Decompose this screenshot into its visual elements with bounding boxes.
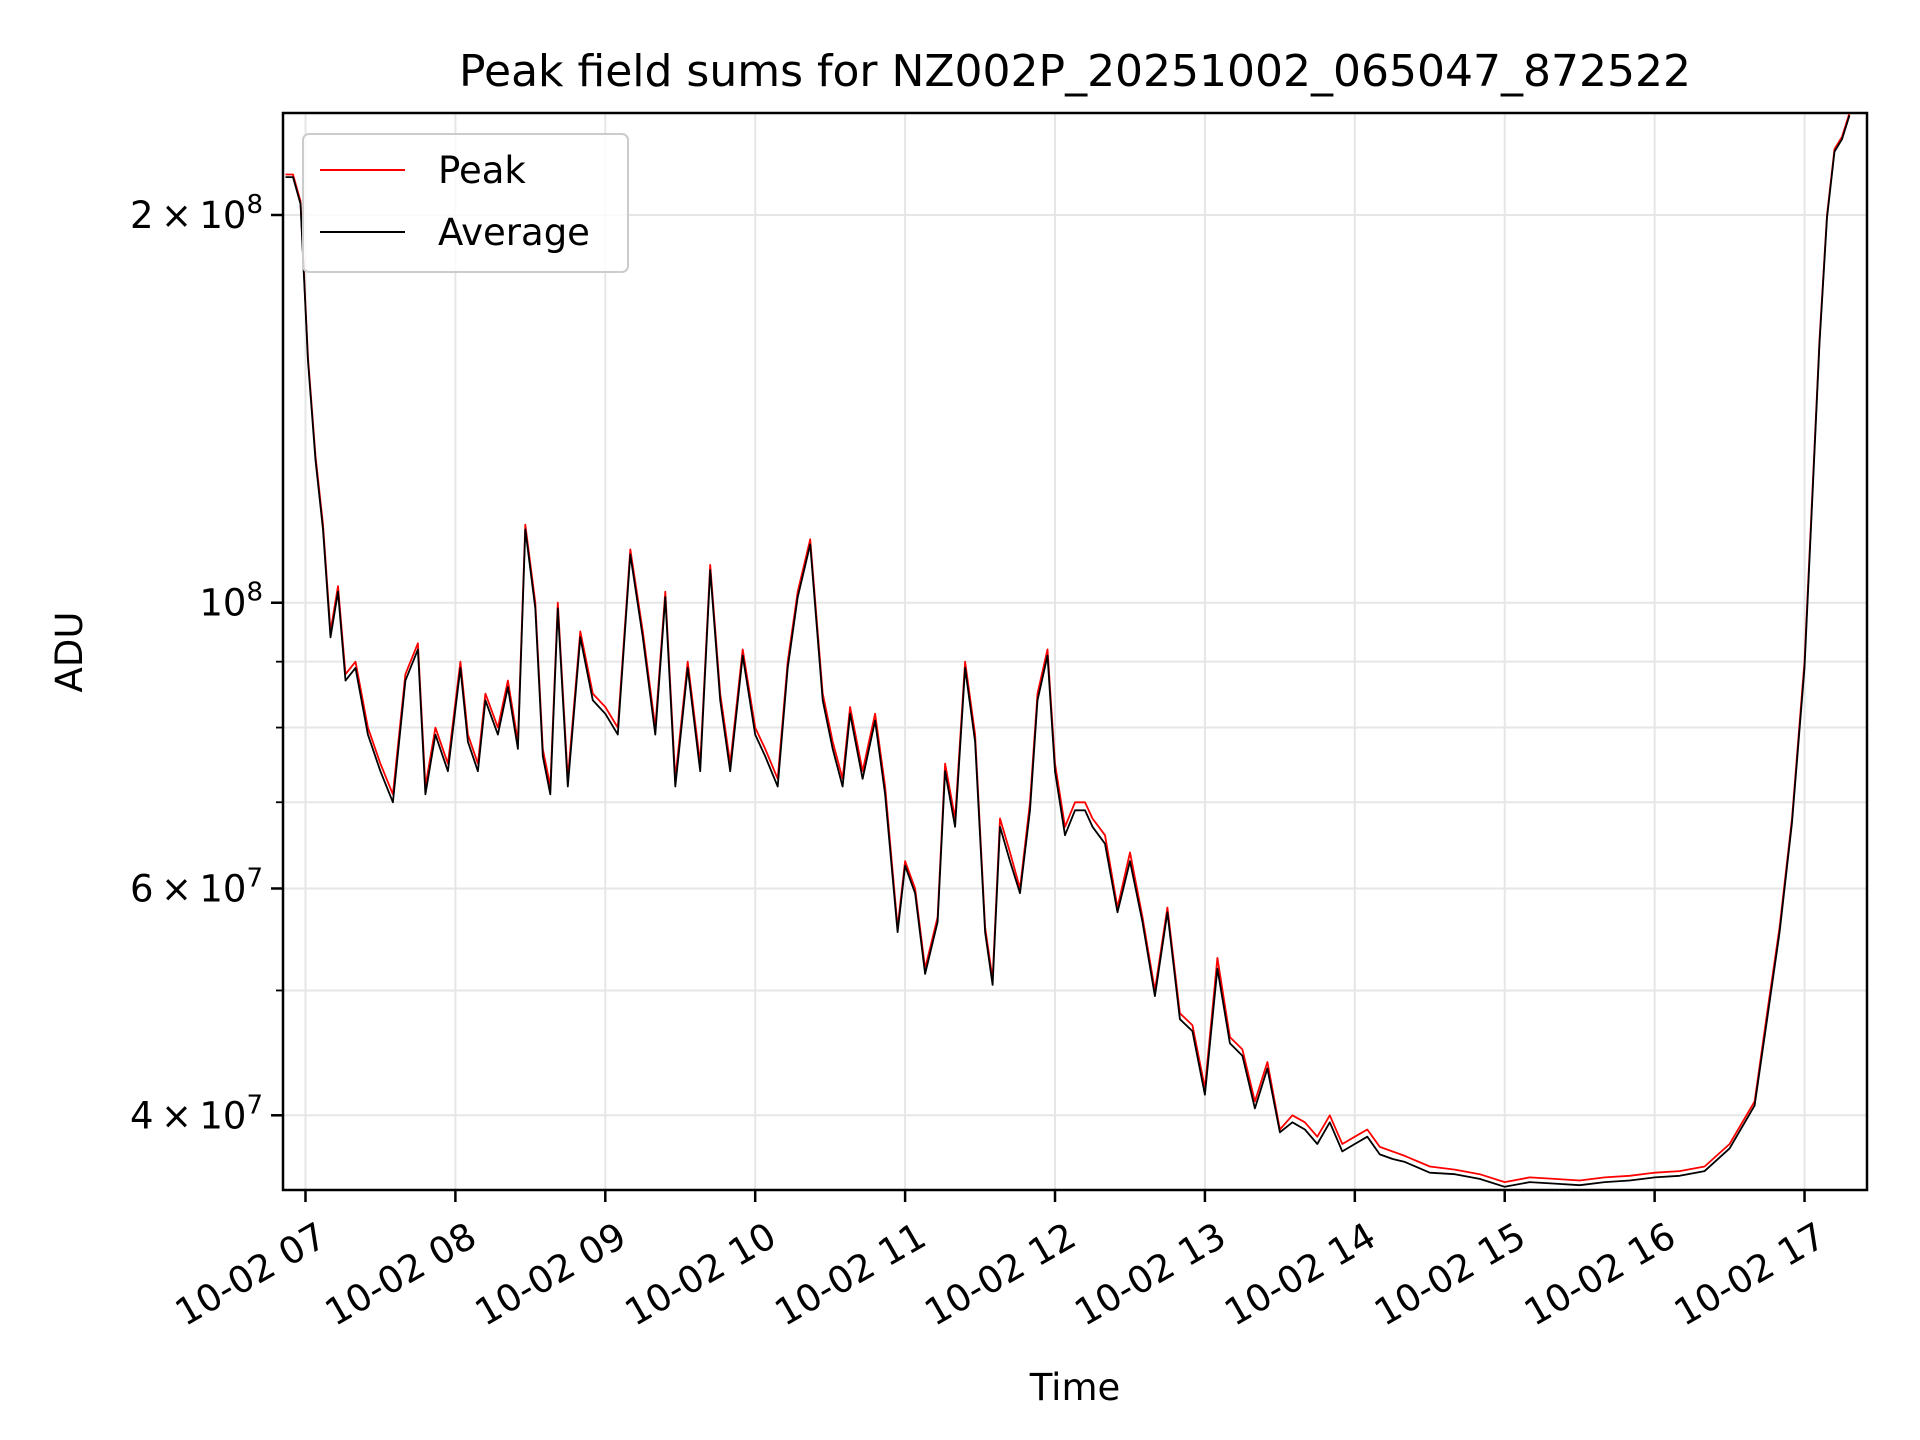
plot-frame [281, 111, 1869, 1192]
y-tick-label: 108 [199, 578, 263, 625]
y-tick-base: 4 × 10 [130, 1094, 246, 1137]
legend-box [302, 133, 629, 273]
y-tick-base: 2 × 10 [130, 194, 246, 237]
y-tick-exponent: 8 [246, 190, 263, 220]
x-axis-title: Time [1029, 1366, 1121, 1409]
y-axis-title: ADU [48, 612, 91, 693]
y-tick-label: 2 × 108 [130, 190, 263, 237]
y-tick-exponent: 7 [246, 1090, 263, 1120]
y-tick-label: 4 × 107 [130, 1090, 263, 1137]
series-layer [285, 112, 1851, 1188]
legend-peak-label: Peak [438, 149, 526, 192]
y-tick-exponent: 8 [246, 578, 263, 608]
y-tick-base: 10 [199, 582, 246, 625]
y-tick-exponent: 7 [246, 863, 263, 893]
legend: Peak Average [302, 133, 629, 273]
y-tick-base: 6 × 10 [130, 867, 246, 910]
series-line-average [285, 115, 1851, 1188]
grid [283, 113, 1867, 1190]
series-line-peak [285, 112, 1851, 1183]
legend-average-label: Average [438, 211, 590, 254]
y-tick-label: 6 × 107 [130, 863, 263, 910]
chart-title: Peak field sums for NZ002P_20251002_0650… [459, 46, 1691, 97]
